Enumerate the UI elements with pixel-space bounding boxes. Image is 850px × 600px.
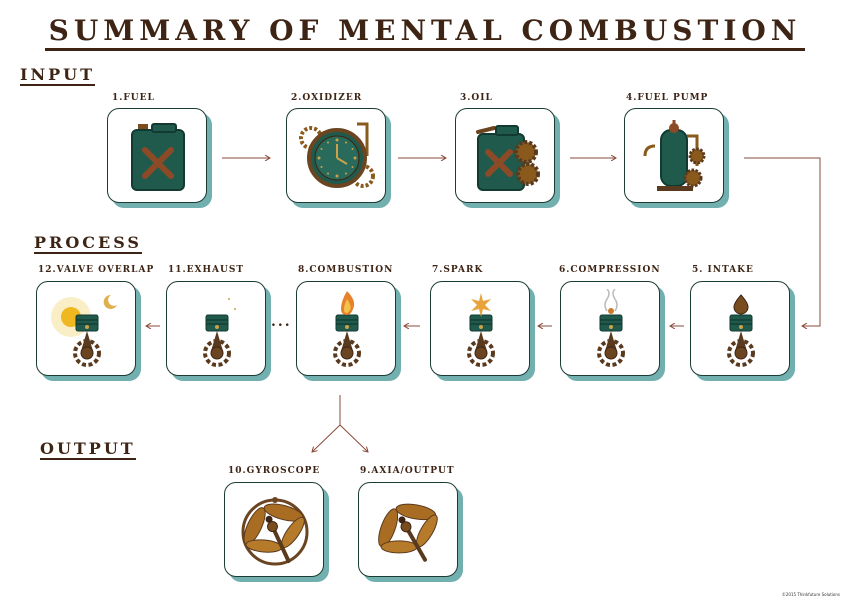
card-combustion — [296, 281, 396, 376]
label-valve-overlap: 12.VALVE OVERLAP — [38, 265, 155, 275]
card-gyroscope — [224, 482, 324, 577]
ellipsis: ... — [271, 314, 292, 330]
piston-flame-icon — [333, 291, 361, 367]
copyright-text: ©2015 Thinkfuture Solutions — [781, 592, 840, 597]
steampunk-clock-icon — [299, 122, 375, 188]
card-compression — [560, 281, 660, 376]
dragonfly-icon — [369, 490, 449, 570]
card-oxidizer — [286, 108, 386, 203]
piston-moon-icon — [189, 295, 236, 367]
page-title: SUMMARY OF MENTAL COMBUSTION — [0, 14, 850, 51]
dragonfly-gyroscope-icon — [235, 490, 315, 570]
fuel-pump-icon — [643, 120, 706, 191]
label-spark: 7.SPARK — [432, 265, 484, 275]
card-intake — [690, 281, 790, 376]
jerrycan-icon — [131, 123, 185, 191]
card-axia-output — [358, 482, 458, 577]
label-gyroscope: 10.GYROSCOPE — [228, 466, 321, 476]
card-valve-overlap — [36, 281, 136, 376]
label-exhaust: 11.EXHAUST — [168, 265, 245, 275]
label-intake: 5. INTAKE — [692, 265, 754, 275]
card-fuel-pump — [624, 108, 724, 203]
card-spark — [430, 281, 530, 376]
section-output: OUTPUT — [40, 439, 136, 460]
card-exhaust — [166, 281, 266, 376]
label-axia-output: 9.AXIA/OUTPUT — [360, 466, 455, 476]
card-oil — [455, 108, 555, 203]
label-combustion: 8.COMBUSTION — [298, 265, 394, 275]
oil-can-gears-icon — [476, 125, 540, 191]
section-process: PROCESS — [34, 233, 142, 254]
label-fuel-pump: 4.FUEL PUMP — [626, 93, 709, 103]
label-oxidizer: 2.OXIDIZER — [291, 93, 363, 103]
piston-spark-icon — [467, 293, 495, 367]
piston-steam-icon — [597, 289, 625, 367]
piston-droplet-icon — [727, 294, 755, 367]
label-oil: 3.OIL — [460, 93, 493, 103]
piston-sun-icon — [51, 294, 117, 367]
section-input: INPUT — [20, 65, 95, 86]
card-fuel — [107, 108, 207, 203]
label-fuel: 1.FUEL — [112, 93, 155, 103]
label-compression: 6.COMPRESSION — [559, 265, 661, 275]
